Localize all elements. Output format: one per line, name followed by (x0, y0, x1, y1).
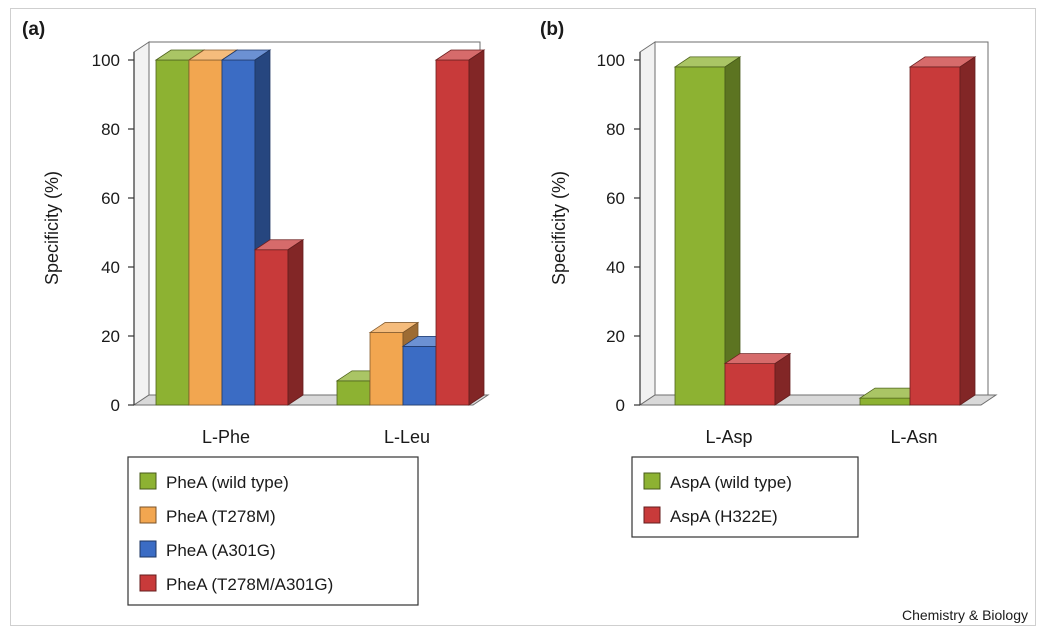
y-tick-label: 0 (616, 396, 625, 415)
bar-front (336, 380, 371, 406)
bar-front (221, 59, 256, 406)
bar-front (155, 59, 190, 406)
x-category-label: L-Asn (890, 427, 937, 447)
bar-front (254, 249, 289, 406)
legend-box (631, 456, 859, 538)
legend-entry: AspA (H322E) (670, 507, 778, 526)
panel-label: (a) (22, 19, 45, 40)
legend-swatch (643, 506, 661, 524)
panel-label: (b) (540, 19, 564, 40)
y-tick-label: 60 (606, 189, 625, 208)
bar (673, 56, 742, 406)
bar-front (369, 332, 404, 406)
bar-front (674, 66, 726, 406)
chart-panel-a: (a) 0 20 40 60 80 100 Specificity (%) L-Phe L-Leu… (22, 19, 490, 606)
legend: AspA (wild type) AspA (H322E) (631, 456, 859, 538)
bar-front (435, 59, 470, 406)
bar-front (724, 363, 776, 406)
legend-entry: PheA (wild type) (166, 473, 289, 492)
y-tick-label: 100 (92, 51, 120, 70)
bar-side (287, 239, 304, 406)
chart-side-wall (639, 41, 656, 406)
x-category-label: L-Leu (384, 427, 430, 447)
bar (723, 352, 792, 406)
x-category-label: L-Phe (202, 427, 250, 447)
bar-side (774, 352, 791, 406)
legend: PheA (wild type) PheA (T278M) PheA (A301G)… (127, 456, 419, 606)
legend-entry: PheA (A301G) (166, 541, 276, 560)
legend-swatch (139, 506, 157, 524)
chart-side-wall (133, 41, 150, 406)
y-tick-label: 20 (606, 327, 625, 346)
legend-swatch (139, 574, 157, 592)
legend-swatch (139, 472, 157, 490)
bar-front (188, 59, 223, 406)
bar (253, 239, 305, 406)
bar-front (402, 345, 437, 406)
legend-swatch (139, 540, 157, 558)
figure-frame (10, 8, 1036, 626)
y-tick-label: 40 (606, 258, 625, 277)
y-tick-label: 0 (111, 396, 120, 415)
y-tick-label: 60 (101, 189, 120, 208)
bar-side (468, 49, 485, 406)
bar-front (909, 66, 961, 406)
y-axis-label: Specificity (%) (42, 171, 62, 285)
legend-swatch (643, 472, 661, 490)
bar (434, 49, 486, 406)
legend-entry: PheA (T278M) (166, 507, 276, 526)
bar (908, 56, 977, 406)
y-tick-label: 80 (101, 120, 120, 139)
y-tick-label: 20 (101, 327, 120, 346)
credit-text: Chemistry & Biology (902, 607, 1028, 623)
bar-side (959, 56, 976, 406)
chart-panel-b: (b) 0 20 40 60 80 100 Specificity (%) L-Asp L-Asn… (540, 19, 998, 538)
legend-box (127, 456, 419, 606)
bar-front (859, 397, 911, 406)
x-category-label: L-Asp (705, 427, 752, 447)
y-tick-label: 40 (101, 258, 120, 277)
y-tick-label: 80 (606, 120, 625, 139)
y-axis-label: Specificity (%) (549, 171, 569, 285)
bar-side (724, 56, 741, 406)
legend-entry: PheA (T278M/A301G) (166, 575, 333, 594)
y-tick-label: 100 (597, 51, 625, 70)
legend-entry: AspA (wild type) (670, 473, 792, 492)
